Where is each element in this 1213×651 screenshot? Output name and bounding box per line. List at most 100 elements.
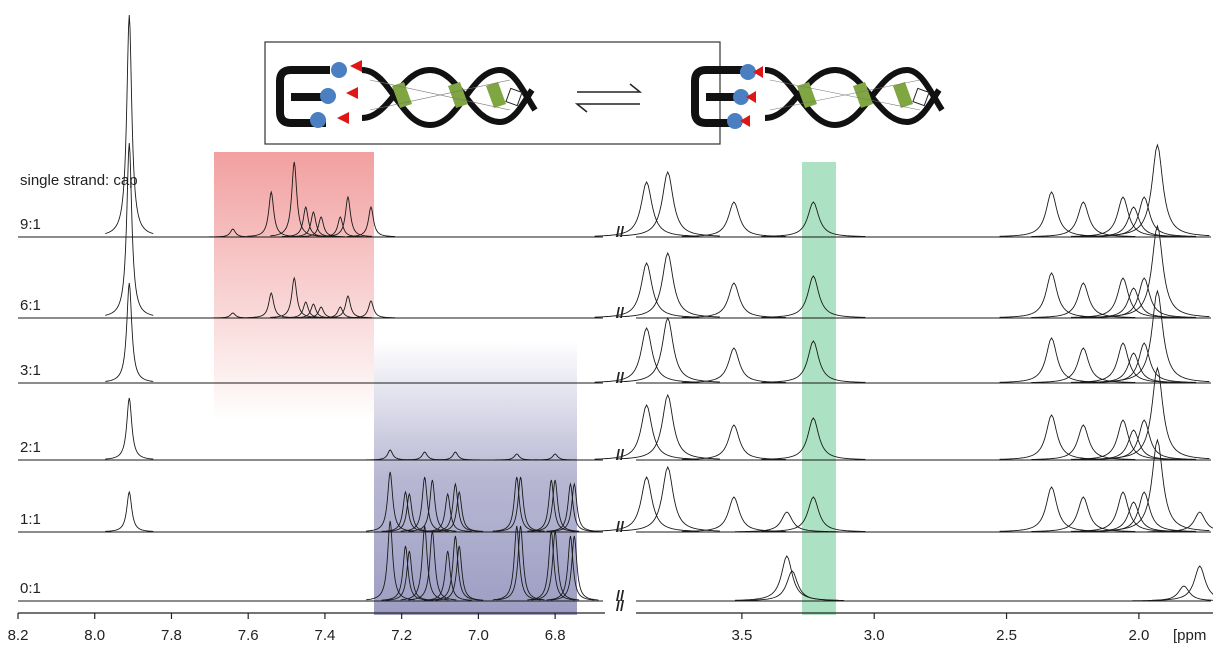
peak (1031, 347, 1136, 383)
peak (1105, 224, 1210, 318)
x-tick-label: 2.5 (996, 627, 1017, 644)
equilibrium-arrows (574, 83, 643, 113)
peak (423, 492, 472, 532)
peak (270, 161, 319, 237)
peak (527, 530, 576, 601)
peak (734, 511, 839, 533)
series-label: 6:1 (20, 297, 41, 314)
peak (615, 465, 720, 532)
template (276, 66, 330, 127)
peak (1081, 352, 1186, 383)
peak (761, 340, 866, 383)
peak (594, 326, 699, 383)
series-label: 3:1 (20, 362, 41, 379)
peak (531, 479, 580, 532)
peak (247, 190, 296, 237)
peak (681, 201, 786, 237)
cap (727, 113, 743, 129)
peak (431, 451, 480, 461)
peak (105, 14, 154, 235)
peak (270, 276, 319, 318)
scheme (264, 41, 945, 145)
peak (1081, 429, 1186, 460)
axis-break: // (616, 305, 625, 322)
scheme-open (276, 60, 538, 129)
peak (105, 397, 154, 460)
peak (208, 228, 257, 238)
axis-break: // (616, 598, 625, 615)
peak (492, 476, 541, 532)
peak (1070, 419, 1176, 460)
highlight-aromatic-free (374, 340, 577, 615)
peak (408, 530, 457, 601)
peak (1105, 438, 1210, 532)
peak (105, 142, 154, 316)
peak (615, 316, 720, 383)
peak (615, 251, 720, 318)
helix (764, 66, 942, 126)
peak (1081, 501, 1186, 532)
duplex-segments (797, 82, 913, 108)
hatching (769, 79, 921, 111)
peak (1105, 366, 1210, 460)
peak (740, 570, 845, 601)
legend-title: single strand: cap (20, 172, 138, 189)
axis-break: // (616, 224, 625, 241)
x-tick-label: 7.6 (238, 627, 259, 644)
peak (761, 417, 866, 460)
peak (435, 545, 484, 601)
x-axis-label: [ppm (1173, 627, 1206, 644)
peak (435, 490, 484, 532)
peak (615, 170, 720, 237)
peak (1105, 289, 1210, 383)
series-label: 0:1 (20, 580, 41, 597)
peak (1031, 201, 1136, 237)
x-tick-label: 7.2 (391, 627, 412, 644)
axis-break: // (616, 370, 625, 387)
axis-break: // (616, 519, 625, 536)
peak (681, 347, 786, 383)
peak (408, 479, 457, 532)
peak (323, 295, 372, 319)
peak (1031, 424, 1136, 460)
peak (681, 424, 786, 460)
peak (1070, 342, 1176, 383)
peak (366, 520, 415, 601)
peak (1147, 565, 1213, 601)
x-tick-label: 3.5 (731, 627, 752, 644)
peak (346, 205, 395, 237)
cap (320, 88, 336, 104)
axis-break: // (616, 588, 625, 605)
peak (550, 482, 599, 532)
peak (761, 496, 866, 532)
duplex-segments (392, 82, 506, 108)
triangles (740, 66, 763, 127)
series-label: 9:1 (20, 216, 41, 233)
peak (761, 275, 866, 318)
peak (531, 530, 580, 601)
peak (385, 550, 434, 601)
end-block (912, 87, 930, 107)
x-tick-label: 8.2 (8, 627, 29, 644)
peak (1081, 287, 1186, 318)
x-tick-label: 7.8 (161, 627, 182, 644)
peak (1031, 496, 1136, 532)
peak (1031, 282, 1136, 318)
peak (431, 482, 480, 532)
series-label: 2:1 (20, 439, 41, 456)
triangles (337, 60, 362, 124)
hatching (369, 79, 511, 111)
peak (1070, 491, 1176, 532)
x-tick-label: 3.0 (864, 627, 885, 644)
cap (740, 64, 756, 80)
peak (1070, 196, 1176, 237)
peak (366, 471, 415, 532)
cap (733, 89, 749, 105)
cap (310, 112, 326, 128)
peak (531, 453, 580, 461)
peak (492, 525, 541, 601)
peak (105, 282, 154, 382)
peak (297, 216, 346, 238)
peak (594, 403, 699, 460)
